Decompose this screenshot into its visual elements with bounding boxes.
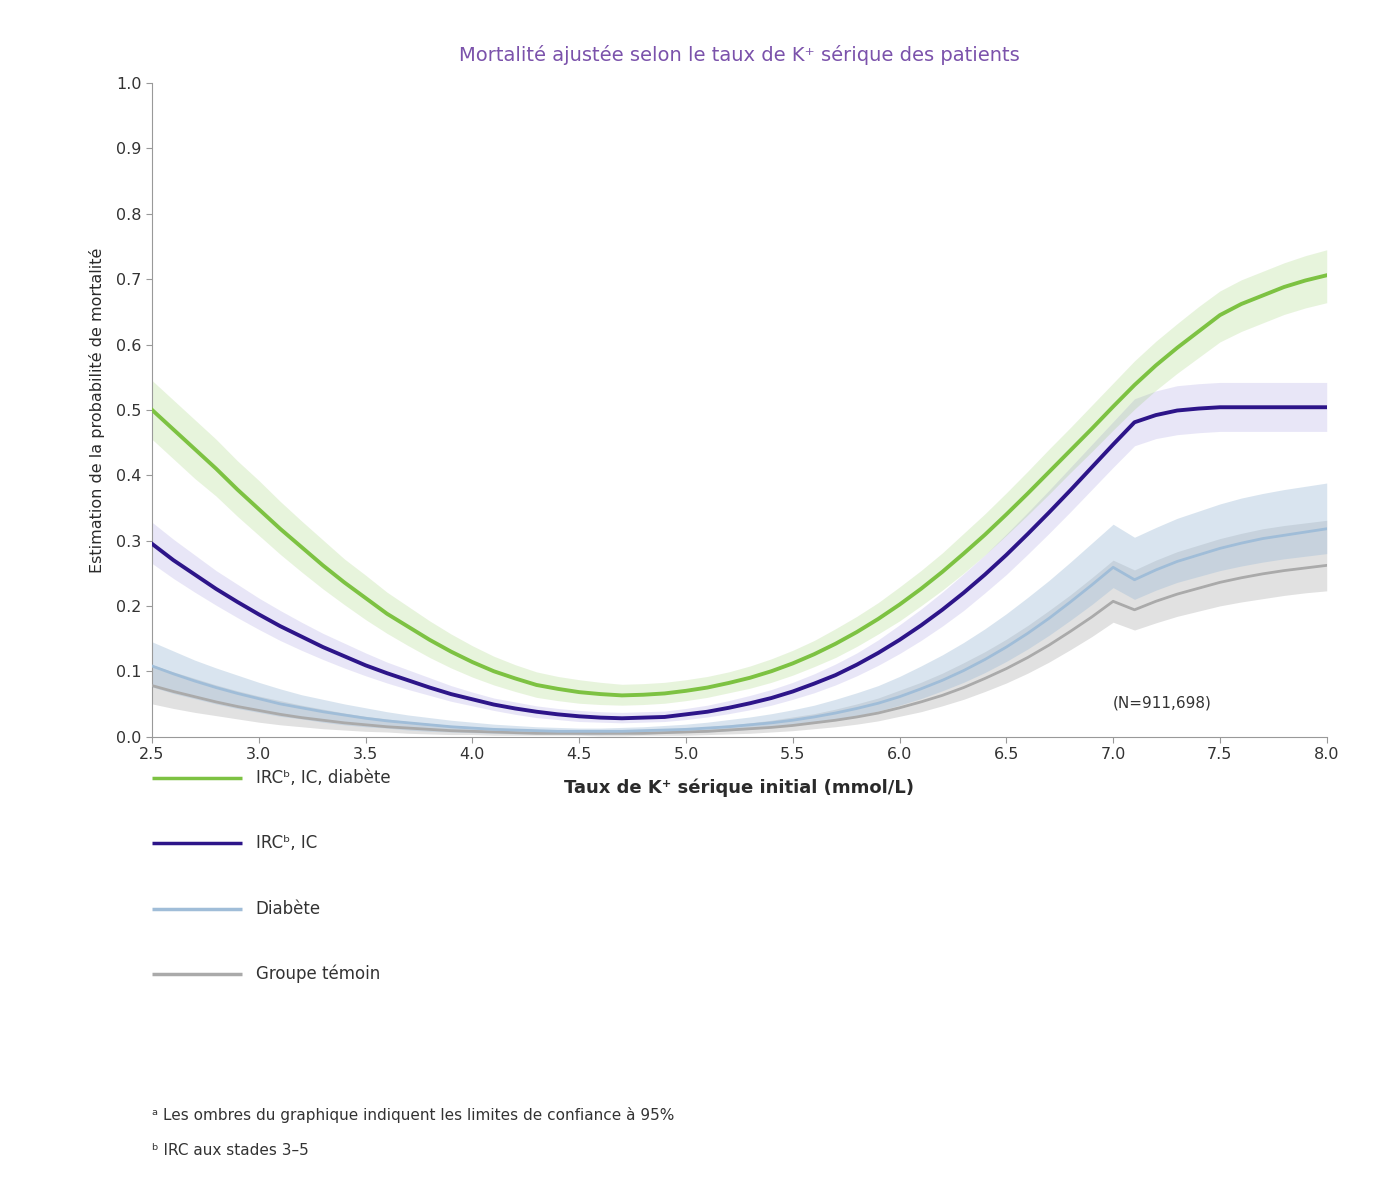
Text: (N=911,698): (N=911,698) [1113, 695, 1212, 710]
Text: Groupe témoin: Groupe témoin [256, 965, 380, 984]
Text: IRCᵇ, IC: IRCᵇ, IC [256, 834, 316, 853]
Title: Mortalité ajustée selon le taux de K⁺ sérique des patients: Mortalité ajustée selon le taux de K⁺ sé… [459, 45, 1020, 65]
X-axis label: Taux de K⁺ sérique initial (mmol/L): Taux de K⁺ sérique initial (mmol/L) [564, 778, 915, 797]
Y-axis label: Estimation de la probabilité de mortalité: Estimation de la probabilité de mortalit… [88, 247, 105, 573]
Text: ᵇ IRC aux stades 3–5: ᵇ IRC aux stades 3–5 [152, 1143, 308, 1158]
Text: IRCᵇ, IC, diabète: IRCᵇ, IC, diabète [256, 769, 390, 788]
Text: Diabète: Diabète [256, 899, 321, 918]
Text: ᵃ Les ombres du graphique indiquent les limites de confiance à 95%: ᵃ Les ombres du graphique indiquent les … [152, 1107, 674, 1123]
